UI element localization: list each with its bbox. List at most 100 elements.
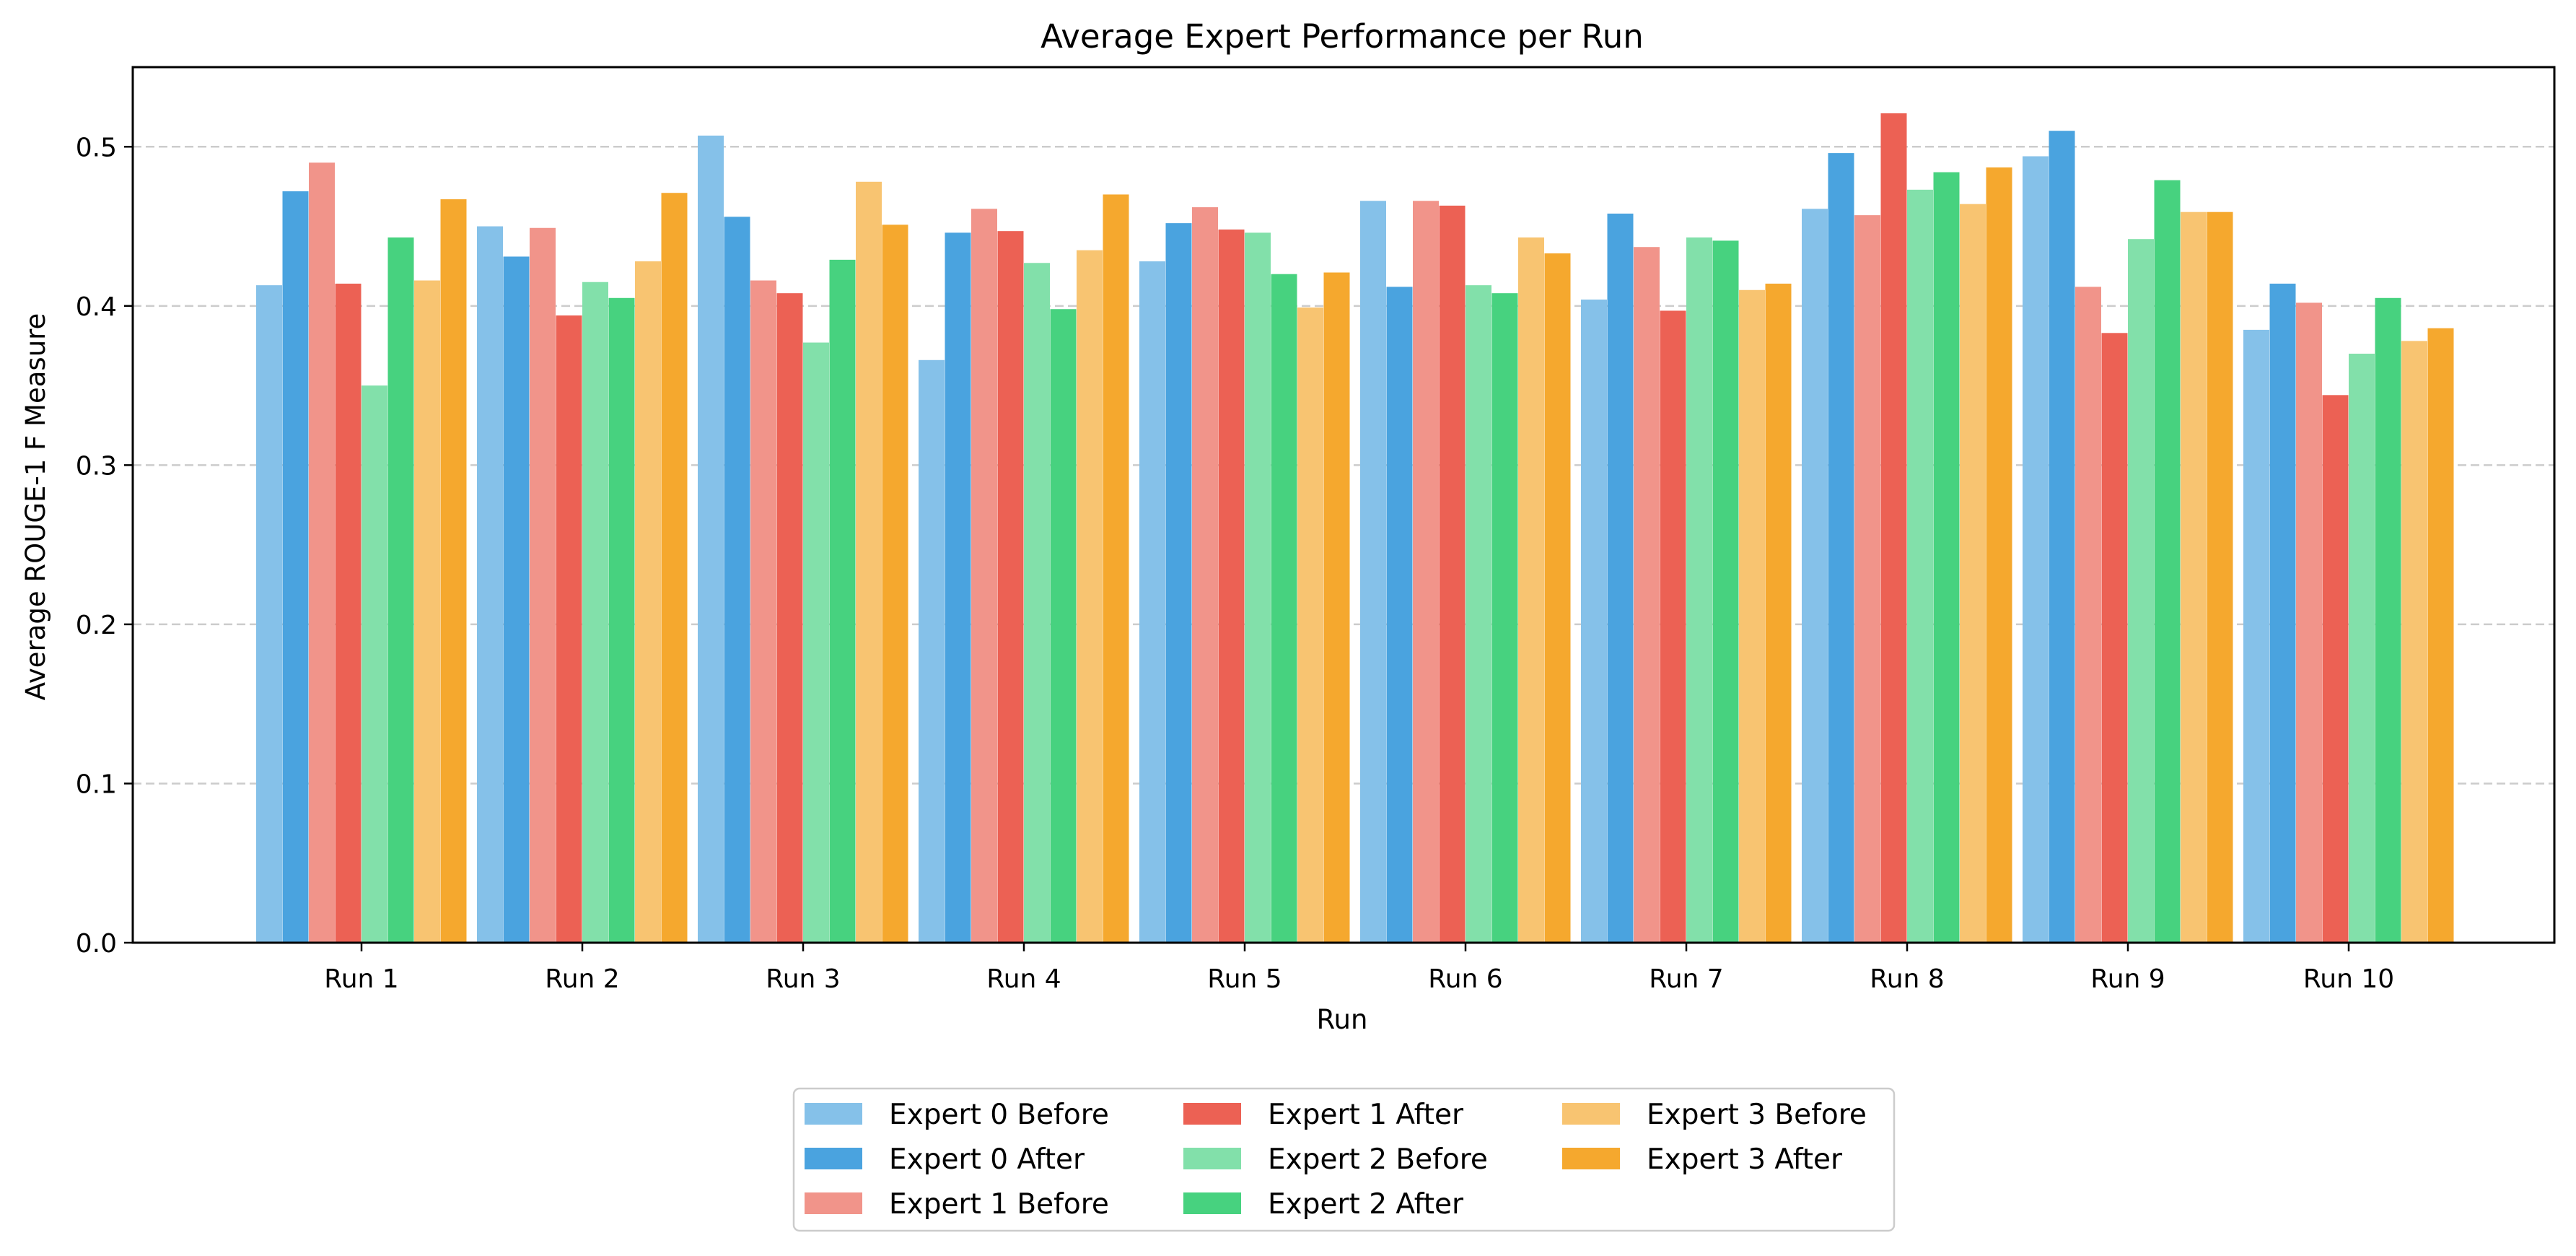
bar <box>1828 153 1854 943</box>
y-tick-label: 0.4 <box>76 292 117 322</box>
legend-label: Expert 3 After <box>1647 1143 1843 1176</box>
legend-swatch <box>1183 1192 1241 1214</box>
legend-swatch <box>805 1192 862 1214</box>
bar <box>882 224 908 943</box>
bar <box>2181 211 2207 943</box>
x-tick-label: Run 3 <box>766 964 840 994</box>
bar <box>414 280 440 943</box>
bar <box>2128 239 2154 943</box>
bar <box>1024 263 1050 943</box>
bar <box>1139 261 1165 943</box>
bar <box>1218 229 1245 943</box>
bar <box>387 237 414 943</box>
y-tick-label: 0.1 <box>76 769 117 799</box>
bar <box>2154 180 2181 943</box>
bar <box>1581 299 1607 943</box>
bar <box>1739 289 1765 943</box>
x-tick-label: Run 5 <box>1207 964 1282 994</box>
bar <box>1077 250 1103 943</box>
legend-label: Expert 2 Before <box>1268 1143 1488 1176</box>
y-axis: 0.0 0.1 0.2 0.3 0.4 0.5 <box>76 133 133 959</box>
bar <box>1413 201 1439 943</box>
bar <box>829 259 856 943</box>
bar <box>582 282 608 943</box>
bar <box>1765 283 1792 943</box>
y-axis-label: Average ROUGE-1 F Measure <box>20 313 51 701</box>
bar <box>2243 329 2269 943</box>
bar <box>1518 237 1544 943</box>
bar <box>1634 247 1660 943</box>
bar <box>724 217 750 943</box>
bar <box>1245 232 1271 943</box>
bars <box>256 113 2454 943</box>
bar <box>1544 253 1571 943</box>
bar <box>2427 328 2454 943</box>
bar <box>1439 205 1466 943</box>
legend-label: Expert 1 Before <box>889 1188 1109 1221</box>
bar <box>997 231 1024 943</box>
bar <box>2269 283 2296 943</box>
bar <box>1854 215 1880 943</box>
y-tick-label: 0.2 <box>76 611 117 640</box>
bar <box>309 162 335 943</box>
bar <box>2375 297 2401 943</box>
bar <box>1491 293 1518 943</box>
bar <box>1103 194 1129 943</box>
x-tick-label: Run 1 <box>324 964 398 994</box>
y-tick-label: 0.5 <box>76 133 117 162</box>
x-tick-label: Run 10 <box>2303 964 2394 994</box>
bar <box>2207 211 2233 943</box>
legend: Expert 0 Before Expert 0 After Expert 1 Be… <box>792 1087 1896 1232</box>
bar <box>362 385 387 943</box>
bar <box>1712 240 1739 943</box>
legend-swatch <box>805 1103 862 1125</box>
bar <box>856 181 882 943</box>
y-tick-label: 0.0 <box>76 929 117 959</box>
bar <box>556 315 582 943</box>
bar <box>2322 395 2349 943</box>
bar <box>335 283 362 943</box>
bar <box>1802 209 1828 943</box>
bar <box>2349 353 2375 943</box>
bar <box>608 297 635 943</box>
bar <box>503 256 530 943</box>
x-axis-label: Run <box>1317 1004 1368 1035</box>
x-tick-label: Run 8 <box>1870 964 1944 994</box>
bar <box>1880 113 1907 943</box>
bar <box>1192 207 1218 943</box>
bar <box>919 359 945 943</box>
x-tick-label: Run 2 <box>545 964 619 994</box>
bar <box>2023 156 2049 943</box>
bar <box>1986 167 2012 943</box>
bar <box>1660 310 1686 943</box>
bar <box>1960 204 1986 943</box>
chart-title: Average Expert Performance per Run <box>1041 17 1644 56</box>
bar <box>945 232 971 943</box>
x-tick-label: Run 7 <box>1649 964 1723 994</box>
bar <box>1686 237 1712 943</box>
plot-area-frame <box>131 66 2556 944</box>
legend-label: Expert 0 Before <box>889 1099 1109 1131</box>
bar <box>661 193 688 943</box>
x-tick-label: Run 6 <box>1428 964 1502 994</box>
legend-label: Expert 1 After <box>1268 1099 1464 1131</box>
bar <box>971 209 997 943</box>
bar <box>1907 189 1933 943</box>
bar <box>750 280 776 943</box>
bar <box>530 227 556 943</box>
bar <box>698 135 724 943</box>
bar <box>1297 308 1323 943</box>
bar <box>1360 201 1386 943</box>
bar <box>2296 302 2322 943</box>
y-tick-label: 0.3 <box>76 451 117 481</box>
bar <box>1165 223 1192 943</box>
bar <box>282 191 309 943</box>
legend-swatch <box>1183 1148 1241 1169</box>
bar <box>256 285 282 943</box>
bar <box>803 342 829 943</box>
legend-label: Expert 0 After <box>889 1143 1085 1176</box>
bar <box>776 293 803 943</box>
bar <box>1050 309 1077 943</box>
bar <box>2101 333 2128 943</box>
